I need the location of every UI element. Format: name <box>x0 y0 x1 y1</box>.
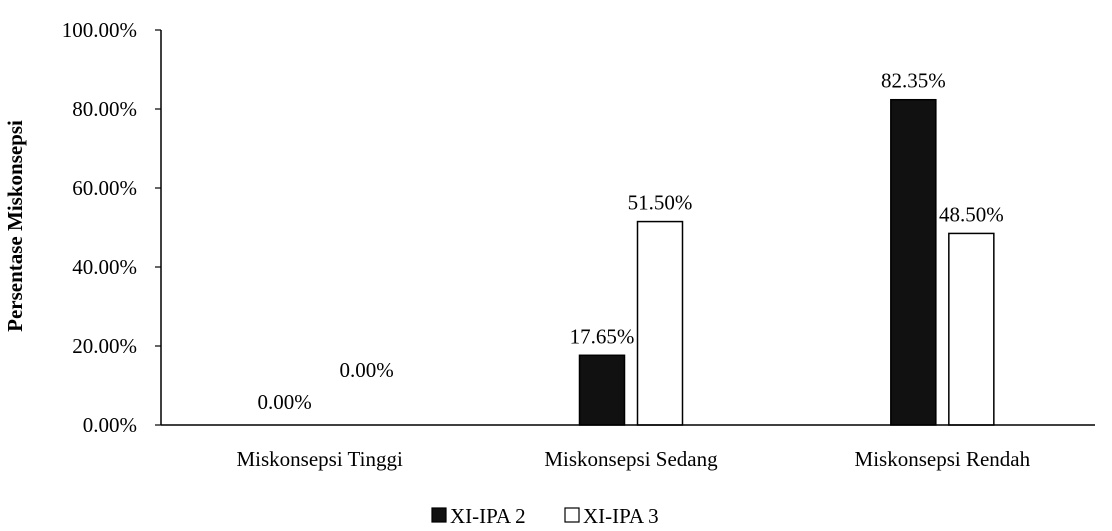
bar-xi-ipa-2 <box>578 354 626 426</box>
y-tick-label: 0.00% <box>83 413 137 437</box>
x-category-label: Miskonsepsi Tinggi <box>237 447 403 471</box>
legend: XI-IPA 2 XI-IPA 3 <box>431 504 659 528</box>
x-category-label: Miskonsepsi Sedang <box>544 447 718 471</box>
data-label: 17.65% <box>570 324 635 348</box>
legend-label: XI-IPA 3 <box>583 504 659 528</box>
data-label: 0.00% <box>258 390 312 414</box>
y-tick-label: 100.00% <box>62 18 137 42</box>
legend-swatch <box>564 507 580 523</box>
x-category-label: Miskonsepsi Rendah <box>855 447 1031 471</box>
y-axis-title: Persentase Miskonsepsi <box>3 120 27 332</box>
bar-xi-ipa-3 <box>948 232 995 426</box>
data-label: 0.00% <box>340 358 394 382</box>
bar-xi-ipa-3 <box>636 220 684 426</box>
y-tick-label: 20.00% <box>72 334 137 358</box>
data-label: 51.50% <box>628 191 693 215</box>
y-tick-label: 80.00% <box>72 97 137 121</box>
bar-xi-ipa-2 <box>890 98 937 426</box>
y-tick-label: 40.00% <box>72 255 137 279</box>
legend-label: XI-IPA 2 <box>450 504 526 528</box>
legend-swatch <box>431 507 447 523</box>
data-label: 48.50% <box>939 202 1004 226</box>
data-label: 82.35% <box>881 69 946 93</box>
y-tick-label: 60.00% <box>72 176 137 200</box>
